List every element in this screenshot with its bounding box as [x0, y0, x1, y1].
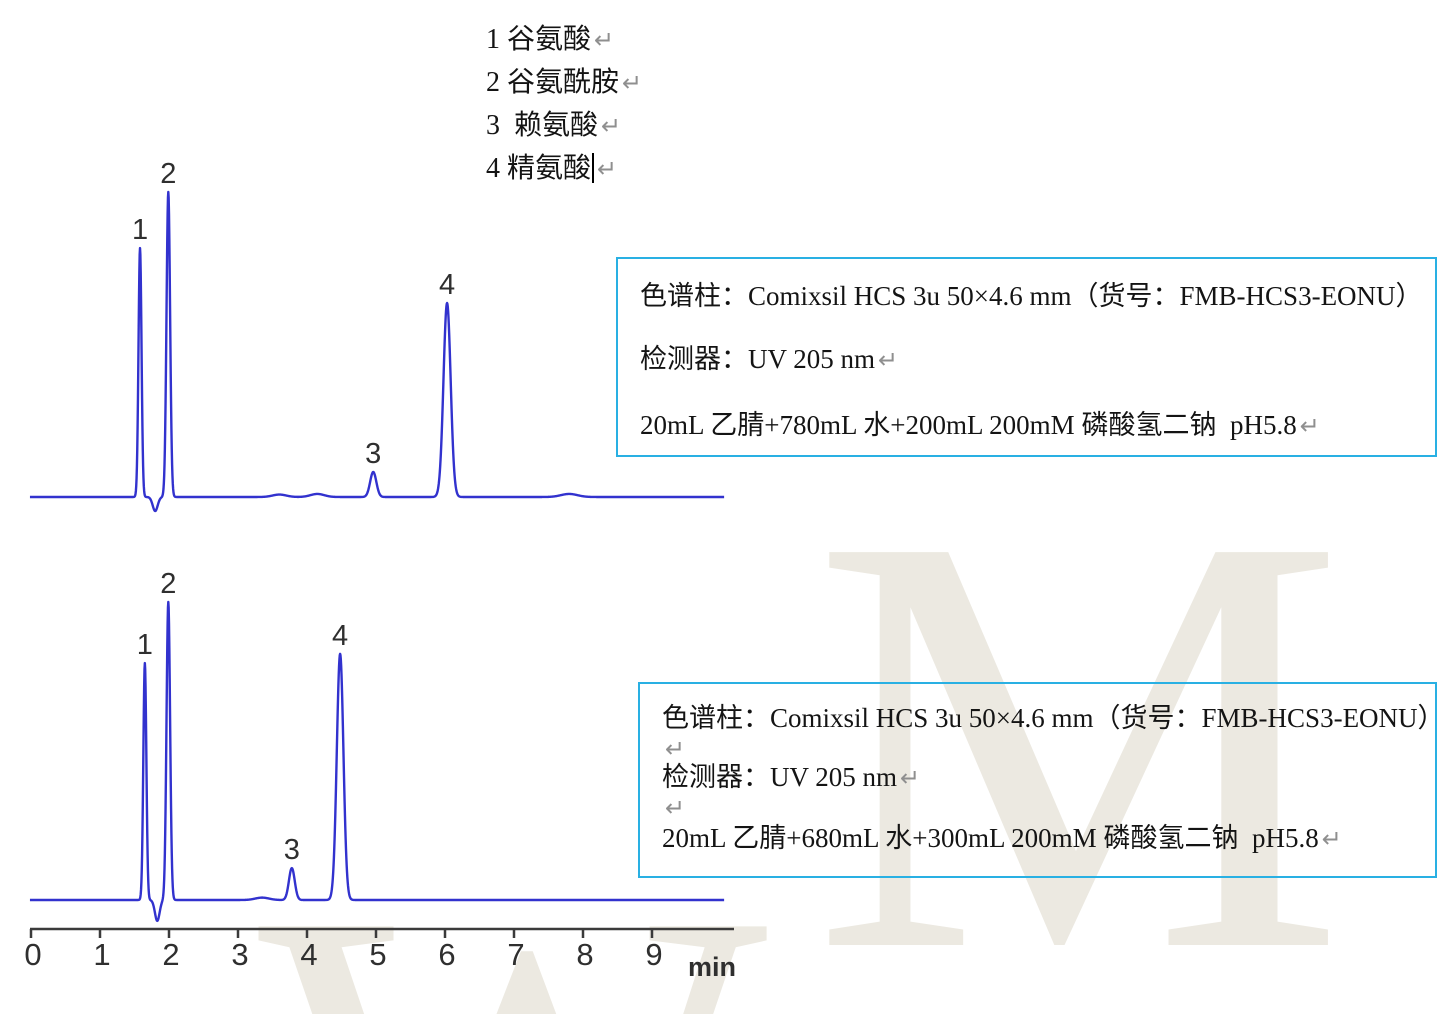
- legend-item-text: 1 谷氨酸: [486, 24, 592, 55]
- column-line[interactable]: 色谱柱：Comixsil HCS 3u 50×4.6 mm（货号：FMB-HCS…: [662, 703, 1442, 734]
- axis-unit-label: min: [688, 952, 737, 982]
- axis-tick-label: 0: [24, 937, 42, 972]
- axis-tick-label: 8: [576, 937, 594, 972]
- legend-item-text: 4 精氨酸: [486, 153, 592, 184]
- conditions-box-bottom[interactable]: 色谱柱：Comixsil HCS 3u 50×4.6 mm（货号：FMB-HCS…: [638, 682, 1442, 878]
- empty-paragraph: ↵: [662, 794, 1435, 822]
- legend-item-text: 3 赖氨酸: [486, 110, 599, 141]
- detector-text: 检测器：UV 205 nm: [662, 762, 898, 792]
- paragraph-return-icon: ↵: [878, 346, 899, 374]
- column-line[interactable]: 色谱柱：Comixsil HCS 3u 50×4.6 mm（货号：FMB-HCS…: [640, 281, 1435, 311]
- peak-number-label: 2: [160, 568, 177, 600]
- peak-number-label: 1: [136, 629, 153, 662]
- paragraph-return-icon: ↵: [1321, 825, 1342, 853]
- axis-tick-label: 3: [231, 937, 249, 972]
- mobile-phase-text: 20mL 乙腈+780mL 水+200mL 200mM 磷酸氢二钠 pH5.8: [640, 410, 1297, 440]
- peak-number-label: 3: [365, 437, 382, 470]
- axis-tick-label: 5: [369, 937, 387, 972]
- legend-item-1[interactable]: 1 谷氨酸 ↵: [486, 18, 642, 61]
- mobile-phase-text: 20mL 乙腈+680mL 水+300mL 200mM 磷酸氢二钠 pH5.8: [662, 823, 1319, 853]
- paragraph-return-icon: ↵: [622, 69, 643, 97]
- mobile-phase-line[interactable]: 20mL 乙腈+680mL 水+300mL 200mM 磷酸氢二钠 pH5.8 ↵: [662, 823, 1435, 854]
- peak-number-label: 2: [160, 158, 177, 190]
- paragraph-return-icon: ↵: [1299, 412, 1320, 440]
- peak-number-label: 3: [283, 834, 300, 867]
- time-axis: [29, 927, 734, 938]
- conditions-box-top[interactable]: 色谱柱：Comixsil HCS 3u 50×4.6 mm（货号：FMB-HCS…: [616, 257, 1437, 457]
- text-cursor: [592, 153, 595, 183]
- empty-paragraph: ↵: [662, 735, 1435, 763]
- chromatogram-trace-2: [29, 600, 725, 923]
- peak-number-label: 1: [131, 214, 149, 247]
- watermark-letter-w: W: [258, 788, 768, 1014]
- axis-tick-label: 7: [507, 937, 525, 972]
- column-text: 色谱柱：Comixsil HCS 3u 50×4.6 mm（货号：FMB-HCS…: [662, 703, 1442, 733]
- detector-line[interactable]: 检测器：UV 205 nm ↵: [640, 344, 1435, 375]
- axis-tick-label: 9: [645, 937, 663, 972]
- legend-item-3[interactable]: 3 赖氨酸 ↵: [486, 104, 642, 147]
- watermark-letter-m: M: [812, 410, 1346, 1014]
- peak-legend[interactable]: 1 谷氨酸 ↵ 2 谷氨酰胺 ↵ 3 赖氨酸 ↵ 4 精氨酸 ↵: [486, 18, 642, 190]
- chromatogram-trace-1: [29, 190, 725, 513]
- legend-item-text: 2 谷氨酰胺: [486, 67, 620, 98]
- paragraph-return-icon: ↵: [900, 764, 921, 792]
- paragraph-return-icon: ↵: [601, 112, 622, 140]
- paragraph-return-icon: ↵: [597, 155, 618, 183]
- legend-item-4[interactable]: 4 精氨酸 ↵: [486, 147, 642, 190]
- mobile-phase-line[interactable]: 20mL 乙腈+780mL 水+200mL 200mM 磷酸氢二钠 pH5.8 ↵: [640, 410, 1435, 441]
- peak-number-label: 4: [438, 269, 456, 302]
- detector-line[interactable]: 检测器：UV 205 nm ↵: [662, 762, 1435, 793]
- legend-item-2[interactable]: 2 谷氨酰胺 ↵: [486, 61, 642, 104]
- paragraph-return-icon: ↵: [594, 26, 615, 54]
- peak-number-label: 4: [332, 619, 349, 652]
- detector-text: 检测器：UV 205 nm: [640, 344, 876, 374]
- axis-tick-label: 2: [162, 937, 180, 972]
- paragraph-return-icon: ↵: [665, 735, 686, 763]
- paragraph-return-icon: ↵: [665, 794, 686, 822]
- axis-tick-label: 6: [438, 937, 456, 972]
- axis-tick-label: 4: [300, 937, 318, 972]
- column-text: 色谱柱：Comixsil HCS 3u 50×4.6 mm（货号：FMB-HCS…: [640, 281, 1423, 311]
- axis-tick-label: 1: [93, 937, 111, 972]
